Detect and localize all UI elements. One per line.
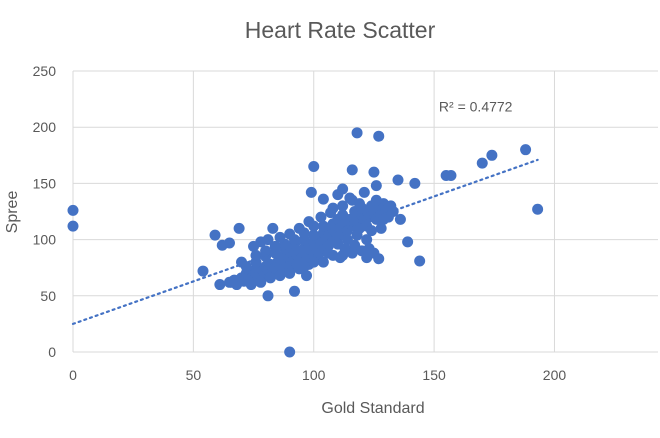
data-point [293, 222, 305, 234]
data-point [262, 234, 274, 246]
data-point [274, 270, 286, 282]
y-axis-label: Spree [4, 191, 21, 234]
data-point [414, 255, 426, 267]
data-point [197, 265, 209, 277]
data-point [394, 213, 406, 225]
data-point [233, 222, 245, 234]
data-point [370, 194, 382, 206]
tick-labels: 0 50 100 150 200 250 0 50 100 150 200 [33, 63, 567, 383]
data-point [284, 267, 296, 279]
chart-title: Heart Rate Scatter [245, 17, 436, 43]
data-point [298, 261, 310, 273]
data-point [317, 193, 329, 205]
data-point [317, 220, 329, 232]
data-point [370, 180, 382, 192]
data-point [284, 228, 296, 240]
data-point [327, 249, 339, 261]
x-tick-label: 50 [186, 367, 202, 383]
y-tick-label: 100 [33, 232, 57, 248]
data-point [409, 177, 421, 189]
x-tick-label: 150 [422, 367, 446, 383]
data-points [67, 127, 544, 358]
data-point [358, 186, 370, 198]
data-point [267, 222, 279, 234]
x-tick-label: 100 [302, 367, 326, 383]
data-point [308, 256, 320, 268]
data-point [245, 279, 257, 291]
x-tick-label: 0 [69, 367, 77, 383]
data-point [346, 247, 358, 259]
trendline [71, 158, 539, 325]
data-point [264, 272, 276, 284]
data-point [288, 285, 300, 297]
data-point [373, 253, 385, 265]
data-point [255, 276, 267, 288]
data-point [337, 200, 349, 212]
data-point [327, 202, 339, 214]
data-point [486, 149, 498, 161]
data-point [344, 192, 356, 204]
data-point [368, 166, 380, 178]
data-point [378, 213, 390, 225]
data-point [262, 290, 274, 302]
y-tick-label: 0 [48, 344, 56, 360]
data-point [214, 279, 226, 291]
data-point [445, 170, 457, 182]
data-point [67, 220, 79, 232]
data-point [363, 243, 375, 255]
data-point [366, 225, 378, 237]
y-tick-label: 150 [33, 175, 57, 191]
data-point [353, 198, 365, 210]
data-point [402, 236, 414, 248]
data-point [269, 240, 281, 252]
data-point [337, 183, 349, 195]
data-point [209, 229, 221, 241]
data-point [392, 174, 404, 186]
data-point [315, 211, 327, 223]
data-point [337, 249, 349, 261]
data-point [346, 164, 358, 176]
data-point [351, 127, 363, 139]
data-point [361, 234, 373, 246]
data-point [375, 222, 387, 234]
y-tick-label: 250 [33, 63, 57, 79]
data-point [308, 161, 320, 173]
y-tick-label: 50 [40, 288, 56, 304]
data-point [351, 229, 363, 241]
data-point [373, 130, 385, 142]
data-point [303, 216, 315, 228]
x-axis-label: Gold Standard [321, 400, 424, 417]
data-point [260, 245, 272, 257]
data-point [317, 256, 329, 268]
data-point [476, 157, 488, 169]
data-point [532, 203, 544, 215]
data-point [67, 204, 79, 216]
x-tick-label: 200 [543, 367, 567, 383]
data-point [223, 237, 235, 249]
y-tick-label: 200 [33, 119, 57, 135]
data-point [301, 270, 313, 282]
trendline-label: R² = 0.4772 [439, 98, 513, 114]
data-point [274, 231, 286, 243]
data-point [520, 144, 532, 156]
data-point [305, 186, 317, 198]
data-point [284, 346, 296, 358]
